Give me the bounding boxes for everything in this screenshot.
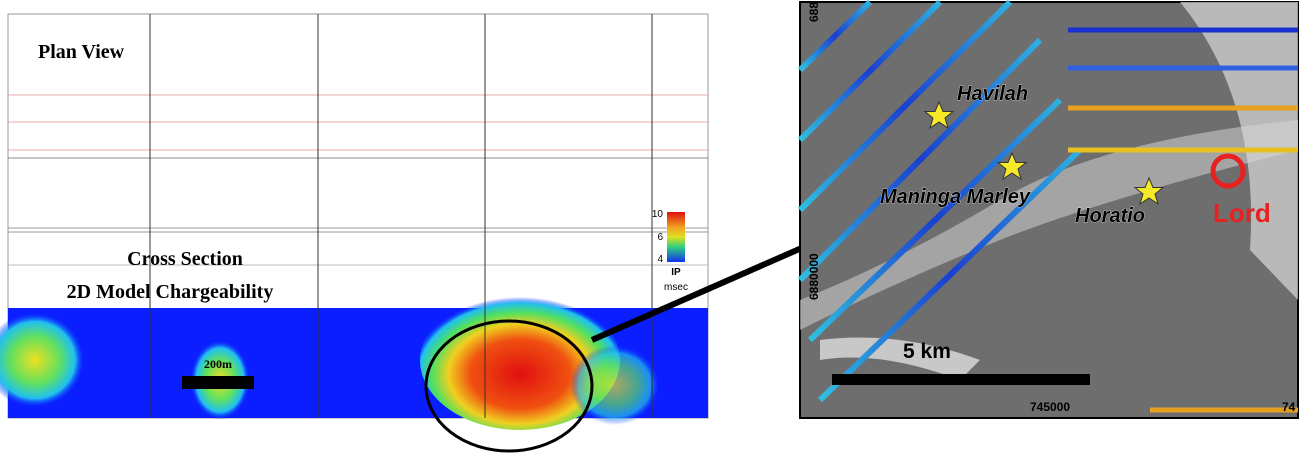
terrain xyxy=(1180,2,1298,300)
vertical-survey-lines xyxy=(906,80,1233,418)
plan-title: Plan View xyxy=(38,41,125,63)
place-label: Lord xyxy=(1213,198,1271,228)
coord-label: 688 xyxy=(807,2,821,22)
anomaly xyxy=(420,290,620,430)
survey-line xyxy=(817,147,1083,403)
place-label: Maninga Marley xyxy=(880,186,1031,208)
survey-line xyxy=(797,0,1013,213)
place-label: Horatio xyxy=(1075,205,1145,227)
map: Havilah Maninga Marley Horatio Lord 5 km… xyxy=(797,0,1299,419)
anomaly xyxy=(570,345,660,425)
coord-label: 6880000 xyxy=(807,253,821,300)
colorbar: 10 6 4 IP msec xyxy=(652,209,688,293)
survey-line xyxy=(797,37,1043,283)
scale-bar xyxy=(832,374,1090,385)
diagonal-lines xyxy=(797,0,1083,403)
colorbar-ramp xyxy=(667,212,685,262)
coord-label: 74 xyxy=(1282,400,1296,414)
map-scale-label: 5 km xyxy=(903,340,951,363)
anomaly xyxy=(0,312,85,408)
survey-line xyxy=(797,0,873,73)
plan-lines xyxy=(8,94,708,151)
colorbar-label: 4 xyxy=(657,254,663,265)
target-circle xyxy=(1210,153,1246,189)
left-panel: 200m Plan View Cross Section 2D Model Ch… xyxy=(0,13,709,453)
section-subtitle: 2D Model Chargeability xyxy=(67,281,274,303)
horizontal-survey-lines xyxy=(1068,27,1298,413)
section-title: Cross Section xyxy=(127,248,243,270)
survey-line xyxy=(807,97,1063,343)
colorbar-label: 10 xyxy=(652,209,664,220)
place-labels: Havilah Maninga Marley Horatio xyxy=(880,83,1146,228)
coord-labels: 745000 74 688 6880000 xyxy=(807,2,1296,414)
colorbar-title: IP xyxy=(671,267,681,278)
scale-bar xyxy=(182,376,254,389)
scale-label: 200m xyxy=(204,357,232,371)
coord-label: 745000 xyxy=(1030,400,1070,414)
colorbar-label: 6 xyxy=(657,232,663,243)
colorbar-unit: msec xyxy=(664,282,688,293)
survey-line xyxy=(797,0,943,143)
place-label: Havilah xyxy=(957,83,1028,105)
highlight-circle xyxy=(424,319,594,453)
vertical-lines xyxy=(149,14,653,418)
